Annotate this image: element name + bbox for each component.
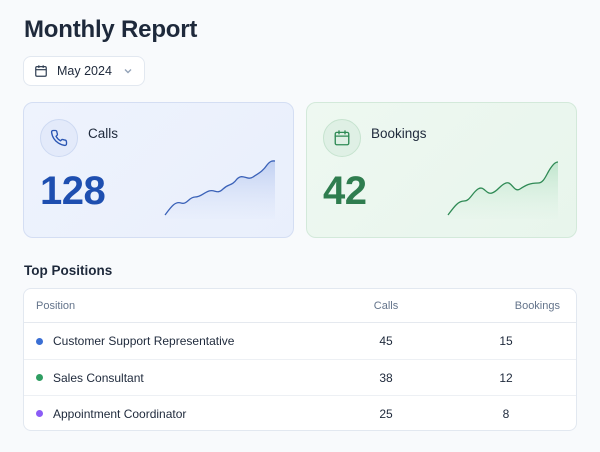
calls-value: 128 [40,169,106,213]
calendar-icon [334,130,350,146]
position-name: Customer Support Representative [53,334,235,348]
table-row: Appointment Coordinator 25 8 [24,395,576,430]
calls-card: Calls 128 [23,102,294,238]
position-bookings: 12 [499,370,513,385]
table-header: Position Calls Bookings [24,289,576,323]
page-title: Monthly Report [24,16,198,43]
bookings-label: Bookings [371,126,427,141]
table-row: Customer Support Representative 45 15 [24,323,576,359]
bookings-card: Bookings 42 [306,102,577,238]
phone-icon [50,129,68,147]
calls-icon-badge [40,119,78,157]
position-color-dot [36,410,43,417]
bookings-sparkline [447,161,559,219]
chevron-down-icon [124,69,132,74]
header-bookings: Bookings [514,299,560,312]
top-positions-title: Top Positions [24,263,113,278]
position-color-dot [36,374,43,381]
position-name: Sales Consultant [53,370,144,385]
position-calls: 38 [379,370,393,385]
bookings-icon-badge [323,119,361,157]
top-positions-table: Position Calls Bookings Customer Support… [23,288,577,431]
position-bookings: 15 [499,334,513,348]
header-position: Position [36,299,76,312]
month-select[interactable]: May 2024 [23,56,145,86]
position-calls: 45 [379,334,393,348]
header-calls: Calls [373,299,399,312]
month-select-value: May 2024 [57,64,112,78]
table-row: Sales Consultant 38 12 [24,359,576,395]
calls-sparkline [164,160,276,219]
calls-label: Calls [88,126,119,141]
position-bookings: 8 [502,406,510,421]
bookings-value: 42 [323,169,367,213]
calendar-icon [35,65,47,77]
position-calls: 25 [379,406,393,421]
position-color-dot [36,337,43,345]
position-name: Appointment Coordinator [53,406,187,421]
